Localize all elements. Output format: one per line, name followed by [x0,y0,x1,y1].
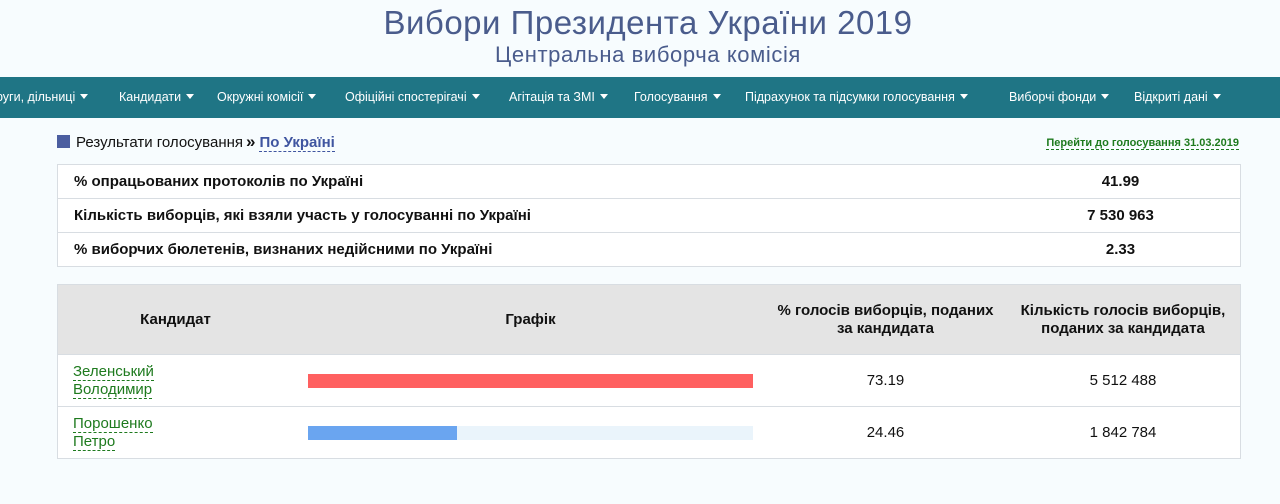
vote-bar-track [308,374,753,388]
nav-item-open-data[interactable]: Відкриті дані [1134,77,1221,118]
caret-down-icon [1101,94,1110,99]
caret-down-icon [80,94,89,99]
candidate-row: Порошенко Петро 24.46 1 842 784 [58,407,1240,458]
page-title: Вибори Президента України 2019 [383,4,913,41]
nav-item-counting-results[interactable]: Підрахунок та підсумки голосування [745,77,968,118]
candidate-link[interactable]: Зеленський Володимир [73,363,183,399]
nav-item-districts[interactable]: руги, дільниці [0,77,89,118]
header-votes: Кількість голосів виборців, поданих за к… [1020,301,1226,337]
summary-label: % виборчих бюлетенів, визнаних недійсним… [74,241,493,258]
goto-previous-round-link[interactable]: Перейти до голосування 31.03.2019 [1046,137,1239,150]
nav-item-candidates[interactable]: Кандидати [119,77,195,118]
caret-down-icon [308,94,317,99]
nav-item-district-commissions[interactable]: Окружні комісії [217,77,317,118]
candidate-percent: 73.19 [866,372,905,389]
nav-item-voting[interactable]: Голосування [634,77,721,118]
candidate-name-line2: Петро [73,433,116,451]
nav-item-label: Виборчі фонди [1009,90,1097,104]
candidate-link[interactable]: Порошенко Петро [73,415,183,451]
caret-down-icon [712,94,721,99]
summary-label: Кількість виборців, які взяли участь у г… [74,207,531,224]
breadcrumb: Результати голосування» По Україні [57,132,335,152]
square-bullet-icon [57,135,70,148]
candidate-percent: 24.46 [866,424,905,441]
header-percent: % голосів виборців, поданих за кандидата [777,301,994,337]
summary-value: 7 530 963 [1087,207,1154,224]
candidate-name-line1: Порошенко [73,415,153,433]
summary-row: Кількість виборців, які взяли участь у г… [58,199,1240,233]
caret-down-icon [186,94,195,99]
nav-item-campaigning-media[interactable]: Агітація та ЗМІ [509,77,608,118]
summary-row: % опрацьованих протоколів по Україні 41.… [58,165,1240,199]
breadcrumb-label: Результати голосування [76,134,244,151]
results-header-row: Кандидат Графік % голосів виборців, пода… [58,285,1240,355]
main-navbar: руги, дільниці Кандидати Окружні комісії… [0,77,1280,118]
summary-table: % опрацьованих протоколів по Україні 41.… [57,164,1241,267]
results-table: Кандидат Графік % голосів виборців, пода… [57,284,1241,459]
caret-down-icon [599,94,608,99]
nav-item-label: Голосування [634,90,708,104]
caret-down-icon [471,94,480,99]
candidate-name-line1: Зеленський [73,363,154,381]
nav-item-label: Агітація та ЗМІ [509,90,595,104]
nav-item-label: руги, дільниці [0,90,76,104]
nav-item-label: Офіційні спостерігачі [345,90,467,104]
page-subtitle: Центральна виборча комісія [495,42,801,67]
vote-bar [308,426,457,440]
candidate-name-line2: Володимир [73,381,153,399]
candidate-votes: 1 842 784 [1089,424,1157,441]
nav-item-observers[interactable]: Офіційні спостерігачі [345,77,480,118]
candidate-row: Зеленський Володимир 73.19 5 512 488 [58,355,1240,407]
breadcrumb-separator: » [246,132,256,151]
summary-value: 2.33 [1105,241,1136,258]
nav-item-label: Підрахунок та підсумки голосування [745,90,955,104]
nav-item-label: Кандидати [119,90,182,104]
breadcrumb-link-ukraine[interactable]: По Україні [259,134,335,152]
summary-label: % опрацьованих протоколів по Україні [74,173,364,190]
header-chart: Графік [505,310,556,328]
caret-down-icon [1212,94,1221,99]
nav-item-label: Відкриті дані [1134,90,1208,104]
nav-item-label: Окружні комісії [217,90,304,104]
header-candidate: Кандидат [140,310,211,328]
vote-bar [308,374,753,388]
candidate-votes: 5 512 488 [1089,372,1157,389]
nav-item-election-funds[interactable]: Виборчі фонди [1009,77,1110,118]
caret-down-icon [959,94,968,99]
summary-row: % виборчих бюлетенів, визнаних недійсним… [58,233,1240,266]
summary-value: 41.99 [1101,173,1140,190]
vote-bar-track [308,426,753,440]
